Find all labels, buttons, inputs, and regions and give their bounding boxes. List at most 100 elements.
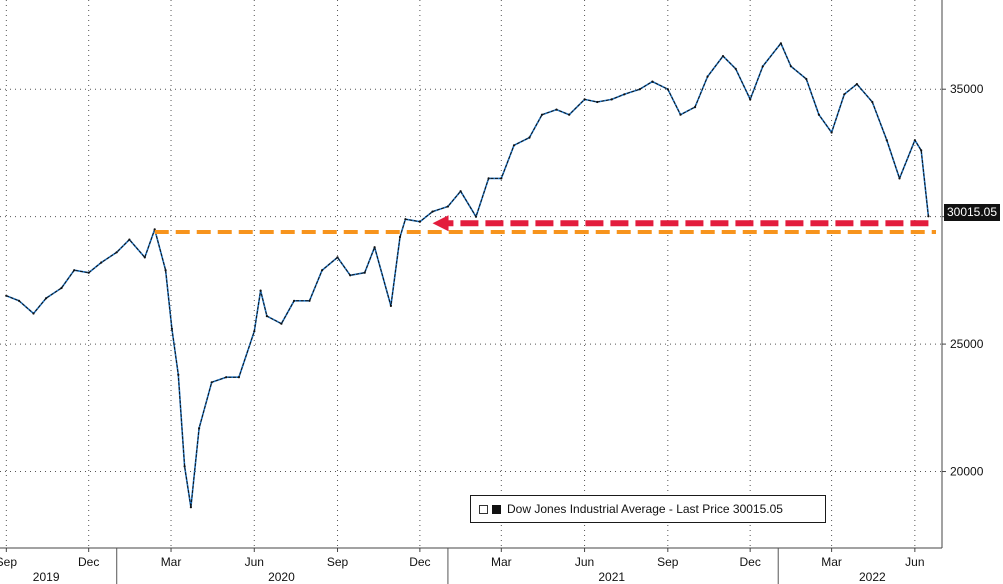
price-point bbox=[418, 220, 421, 223]
legend-label: Dow Jones Industrial Average - Last Pric… bbox=[507, 502, 783, 516]
price-point bbox=[666, 88, 669, 91]
year-label: 2019 bbox=[33, 570, 60, 584]
price-point bbox=[898, 177, 901, 180]
price-point bbox=[293, 299, 296, 302]
y-tick-label: 25000 bbox=[950, 337, 984, 351]
price-point bbox=[459, 190, 462, 193]
legend-square-icon bbox=[492, 504, 501, 514]
price-point bbox=[528, 136, 531, 139]
price-point bbox=[265, 315, 268, 318]
price-point bbox=[779, 42, 783, 45]
price-point bbox=[32, 312, 35, 315]
chart-legend: Dow Jones Industrial Average - Last Pric… bbox=[470, 495, 826, 523]
price-point bbox=[446, 205, 449, 208]
x-axis: Sep Dec Mar Jun Sep Dec Mar Jun Sep Dec Mar Jun 2019… bbox=[0, 548, 925, 584]
x-tick-label: Mar bbox=[491, 555, 512, 569]
price-point bbox=[336, 256, 339, 259]
x-tick-label: Jun bbox=[245, 555, 264, 569]
price-point bbox=[555, 108, 558, 111]
price-point bbox=[308, 299, 311, 302]
price-point bbox=[280, 322, 283, 325]
x-tick-label: Jun bbox=[575, 555, 594, 569]
price-point bbox=[170, 327, 173, 330]
price-point bbox=[198, 427, 201, 430]
price-point bbox=[431, 210, 434, 213]
price-line-accent bbox=[6, 42, 930, 509]
price-point bbox=[373, 246, 376, 249]
year-label: 2021 bbox=[598, 570, 625, 584]
price-point bbox=[623, 93, 626, 96]
price-point bbox=[540, 113, 544, 116]
price-point bbox=[927, 215, 930, 218]
price-point bbox=[885, 139, 888, 142]
year-label: 2020 bbox=[268, 570, 295, 584]
price-series bbox=[5, 42, 930, 509]
price-point bbox=[830, 131, 833, 134]
price-point bbox=[389, 304, 392, 307]
price-point bbox=[225, 376, 228, 379]
y-tick-label: 35000 bbox=[950, 82, 984, 96]
price-point bbox=[100, 261, 103, 264]
price-point bbox=[164, 269, 167, 272]
last-price-badge: 30015.05 bbox=[944, 204, 1000, 221]
price-point bbox=[568, 113, 571, 116]
price-point bbox=[693, 106, 697, 109]
x-tick-label: Sep bbox=[327, 555, 349, 569]
price-point bbox=[259, 289, 262, 292]
price-point bbox=[734, 67, 737, 70]
x-tick-label: Jun bbox=[905, 555, 924, 569]
price-point bbox=[817, 113, 821, 116]
price-point bbox=[128, 238, 131, 241]
price-point bbox=[679, 113, 682, 116]
price-point bbox=[404, 218, 407, 221]
price-point bbox=[17, 299, 21, 302]
price-point bbox=[474, 215, 478, 218]
x-tick-label: Dec bbox=[739, 555, 760, 569]
price-point bbox=[253, 330, 256, 333]
price-point bbox=[177, 373, 180, 376]
price-point bbox=[805, 77, 808, 81]
price-point bbox=[706, 75, 709, 78]
price-point bbox=[721, 55, 725, 58]
price-point bbox=[843, 93, 846, 96]
price-point bbox=[73, 269, 76, 272]
price-point bbox=[610, 98, 613, 101]
price-point bbox=[210, 381, 213, 384]
grid-lines bbox=[0, 0, 942, 548]
price-point bbox=[143, 256, 146, 259]
x-tick-label: Dec bbox=[78, 555, 99, 569]
price-point bbox=[789, 65, 793, 68]
price-point bbox=[855, 83, 859, 86]
y-axis: 20000250003000035000 bbox=[942, 82, 984, 479]
price-point bbox=[512, 144, 516, 147]
price-point bbox=[487, 177, 490, 180]
price-point bbox=[321, 269, 324, 272]
red-arrow-head-icon bbox=[432, 215, 449, 232]
x-tick-label: Sep bbox=[657, 555, 679, 569]
x-tick-label: Mar bbox=[161, 555, 182, 569]
price-point bbox=[363, 271, 366, 274]
price-point bbox=[5, 294, 8, 297]
price-point bbox=[237, 376, 240, 379]
price-point bbox=[651, 80, 654, 83]
y-tick-label: 20000 bbox=[950, 465, 984, 479]
legend-outline-icon bbox=[479, 504, 488, 514]
price-point bbox=[761, 65, 764, 68]
price-point bbox=[60, 286, 63, 290]
price-point bbox=[749, 98, 752, 101]
price-point bbox=[596, 100, 599, 104]
price-point bbox=[398, 235, 402, 239]
price-point bbox=[913, 139, 917, 142]
price-point bbox=[583, 98, 586, 101]
x-tick-label: Mar bbox=[821, 555, 842, 569]
annotations bbox=[154, 215, 936, 234]
price-point bbox=[500, 177, 503, 180]
price-point bbox=[189, 506, 192, 509]
price-point bbox=[871, 100, 874, 104]
price-point bbox=[115, 251, 118, 254]
year-label: 2022 bbox=[859, 570, 886, 584]
x-tick-label: Sep bbox=[0, 555, 17, 569]
price-point bbox=[87, 271, 90, 274]
price-point bbox=[349, 274, 352, 277]
price-point bbox=[45, 297, 48, 300]
